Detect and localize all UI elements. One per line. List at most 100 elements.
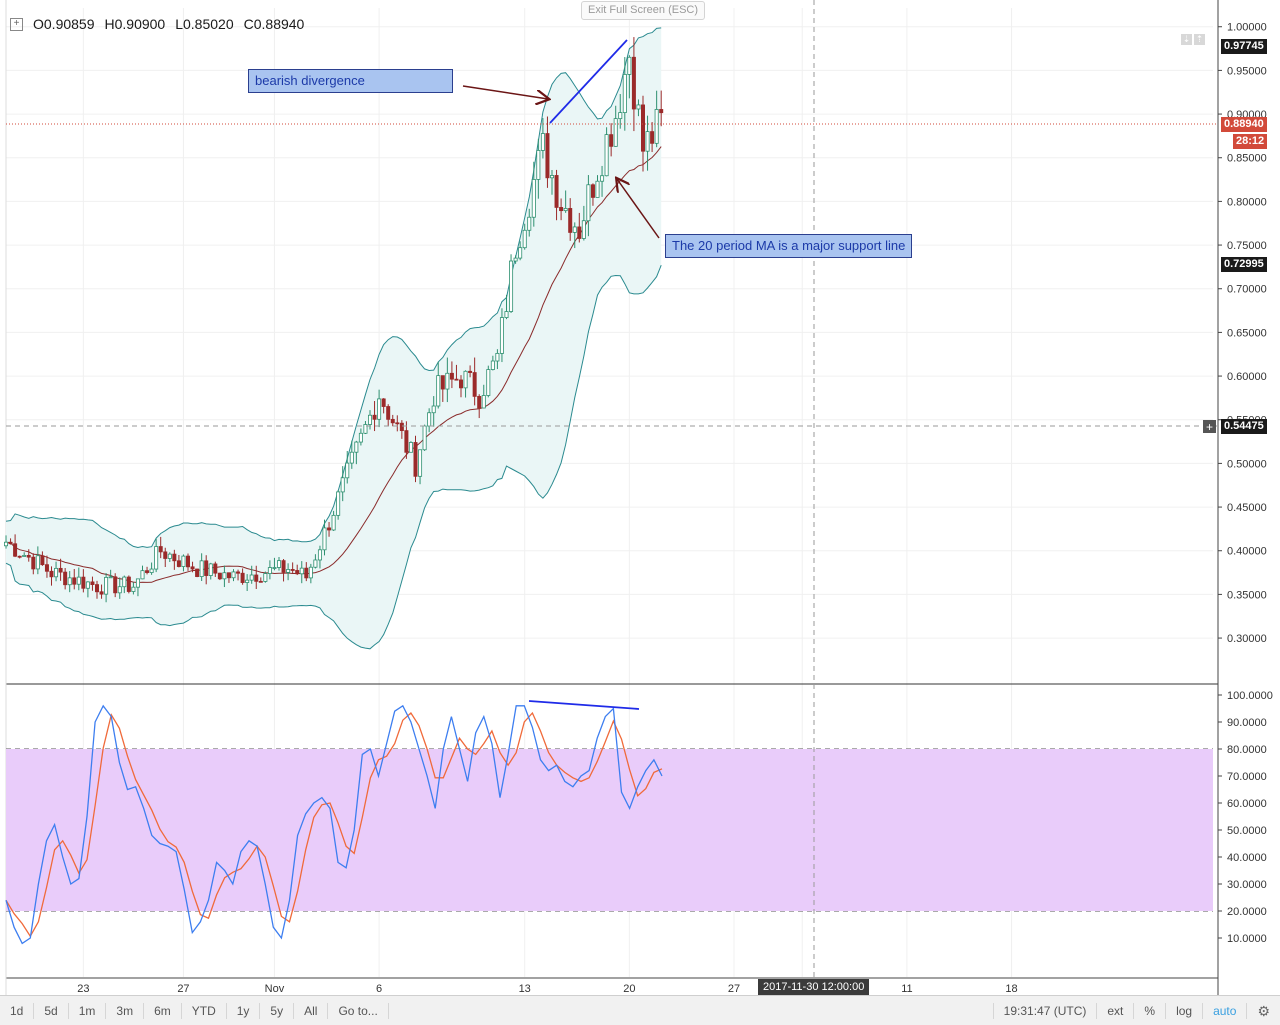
candle <box>154 538 159 573</box>
candle <box>190 561 195 573</box>
candle <box>295 564 300 576</box>
log-toggle[interactable]: log <box>1165 1002 1202 1019</box>
price-tick-label: 0.45000 <box>1227 502 1267 514</box>
ohlc-high: H0.90900 <box>104 16 166 32</box>
candle <box>135 578 140 597</box>
candle <box>254 565 259 590</box>
crosshair-date-tag: 2017-11-30 12:00:00 <box>758 979 870 995</box>
candle <box>390 414 395 427</box>
ohlc-low: L0.85020 <box>175 16 234 32</box>
range-1y[interactable]: 1y <box>227 1002 261 1019</box>
time-tick-label: 27 <box>728 983 740 995</box>
candle <box>349 440 354 469</box>
candle <box>354 440 359 465</box>
expand-icon[interactable]: + <box>10 17 23 31</box>
exit-fullscreen-button[interactable]: Exit Full Screen (ESC) <box>581 1 705 20</box>
scale-down-icon[interactable]: ⇣ <box>1181 34 1192 45</box>
candle <box>304 562 309 582</box>
price-tick-label: 0.30000 <box>1227 633 1267 645</box>
stochastic-axis[interactable]: 100.0000 90.0000 80.0000 70.0000 60.0000 50.0… <box>1218 690 1273 945</box>
time-tick-label: Nov <box>265 983 285 995</box>
clock-readout[interactable]: 19:31:47 (UTC) <box>992 1002 1097 1019</box>
candle <box>381 398 386 414</box>
ma-arrow <box>617 179 660 239</box>
candle <box>226 572 231 583</box>
candle <box>90 576 95 591</box>
price-axis[interactable]: 1.000000.950000.900000.850000.800000.750… <box>1218 22 1267 645</box>
candle <box>454 364 459 381</box>
candle <box>422 424 427 451</box>
candle <box>95 580 100 599</box>
candle <box>458 375 463 398</box>
price-tick-label: 0.40000 <box>1227 546 1267 558</box>
price-tick-label: 0.65000 <box>1227 327 1267 339</box>
candle <box>581 205 586 241</box>
candle <box>527 208 532 237</box>
candle <box>522 223 527 250</box>
candle <box>631 37 636 132</box>
ext-toggle[interactable]: ext <box>1096 1002 1133 1019</box>
candle <box>327 522 332 537</box>
range-all[interactable]: All <box>294 1002 329 1019</box>
time-axis[interactable]: 2327Nov613202751118 <box>77 983 1017 995</box>
ma-support-label: The 20 period MA is a major support line <box>665 234 913 258</box>
candle <box>258 577 263 583</box>
candle <box>636 99 641 117</box>
candle <box>217 572 222 581</box>
bottom-right-controls: 19:31:47 (UTC) ext % log auto ⚙ <box>992 1002 1280 1019</box>
range-5y[interactable]: 5y <box>260 1002 295 1019</box>
candle <box>44 555 49 578</box>
range-5d[interactable]: 5d <box>34 1002 69 1019</box>
percent-toggle[interactable]: % <box>1133 1002 1165 1019</box>
candle <box>58 558 63 581</box>
candle <box>81 569 86 593</box>
auto-toggle[interactable]: auto <box>1202 1002 1246 1019</box>
candle <box>17 555 22 559</box>
stochastic-tick-label: 50.0000 <box>1227 825 1267 837</box>
candle <box>131 582 136 595</box>
candle <box>627 55 632 99</box>
candle <box>204 555 209 585</box>
candle <box>54 561 59 582</box>
candle <box>140 565 145 580</box>
bearish-divergence-label: bearish divergence <box>248 69 453 93</box>
candle <box>513 255 518 264</box>
candle <box>613 105 618 147</box>
candle <box>185 553 190 571</box>
candle <box>413 435 418 483</box>
scale-up-icon[interactable]: ⇡ <box>1194 34 1205 45</box>
candle <box>72 568 77 590</box>
candle <box>290 562 295 574</box>
stochastic-tick-label: 40.0000 <box>1227 852 1267 864</box>
range-ytd[interactable]: YTD <box>182 1002 227 1019</box>
candle <box>122 575 127 594</box>
price-tick-label: 0.35000 <box>1227 589 1267 601</box>
candle <box>22 552 27 557</box>
candle <box>13 534 18 558</box>
candle <box>276 557 281 571</box>
candle <box>31 553 36 575</box>
range-6m[interactable]: 6m <box>144 1002 182 1019</box>
time-tick-label: 6 <box>376 983 382 995</box>
candle <box>281 559 286 582</box>
range-1d[interactable]: 1d <box>0 1002 35 1019</box>
price-tick-label: 0.50000 <box>1227 458 1267 470</box>
candle <box>181 554 186 572</box>
candle <box>172 549 177 570</box>
range-1m[interactable]: 1m <box>69 1002 107 1019</box>
candle <box>358 428 363 446</box>
candle <box>272 557 277 571</box>
candle <box>363 421 368 434</box>
range-3m[interactable]: 3m <box>106 1002 145 1019</box>
candle <box>504 294 509 320</box>
candle <box>659 90 664 127</box>
last-price-tag: 0.88940 <box>1221 117 1267 132</box>
candle <box>163 547 168 567</box>
crosshair-plus-icon[interactable]: + <box>1203 420 1216 434</box>
gear-icon[interactable]: ⚙ <box>1246 1002 1280 1019</box>
bottom-toolbar: 1d 5d 1m 3m 6m YTD 1y 5y All Go to... 19… <box>0 995 1280 1025</box>
candle <box>536 138 541 199</box>
candle <box>145 566 150 575</box>
goto-button[interactable]: Go to... <box>328 1002 389 1019</box>
